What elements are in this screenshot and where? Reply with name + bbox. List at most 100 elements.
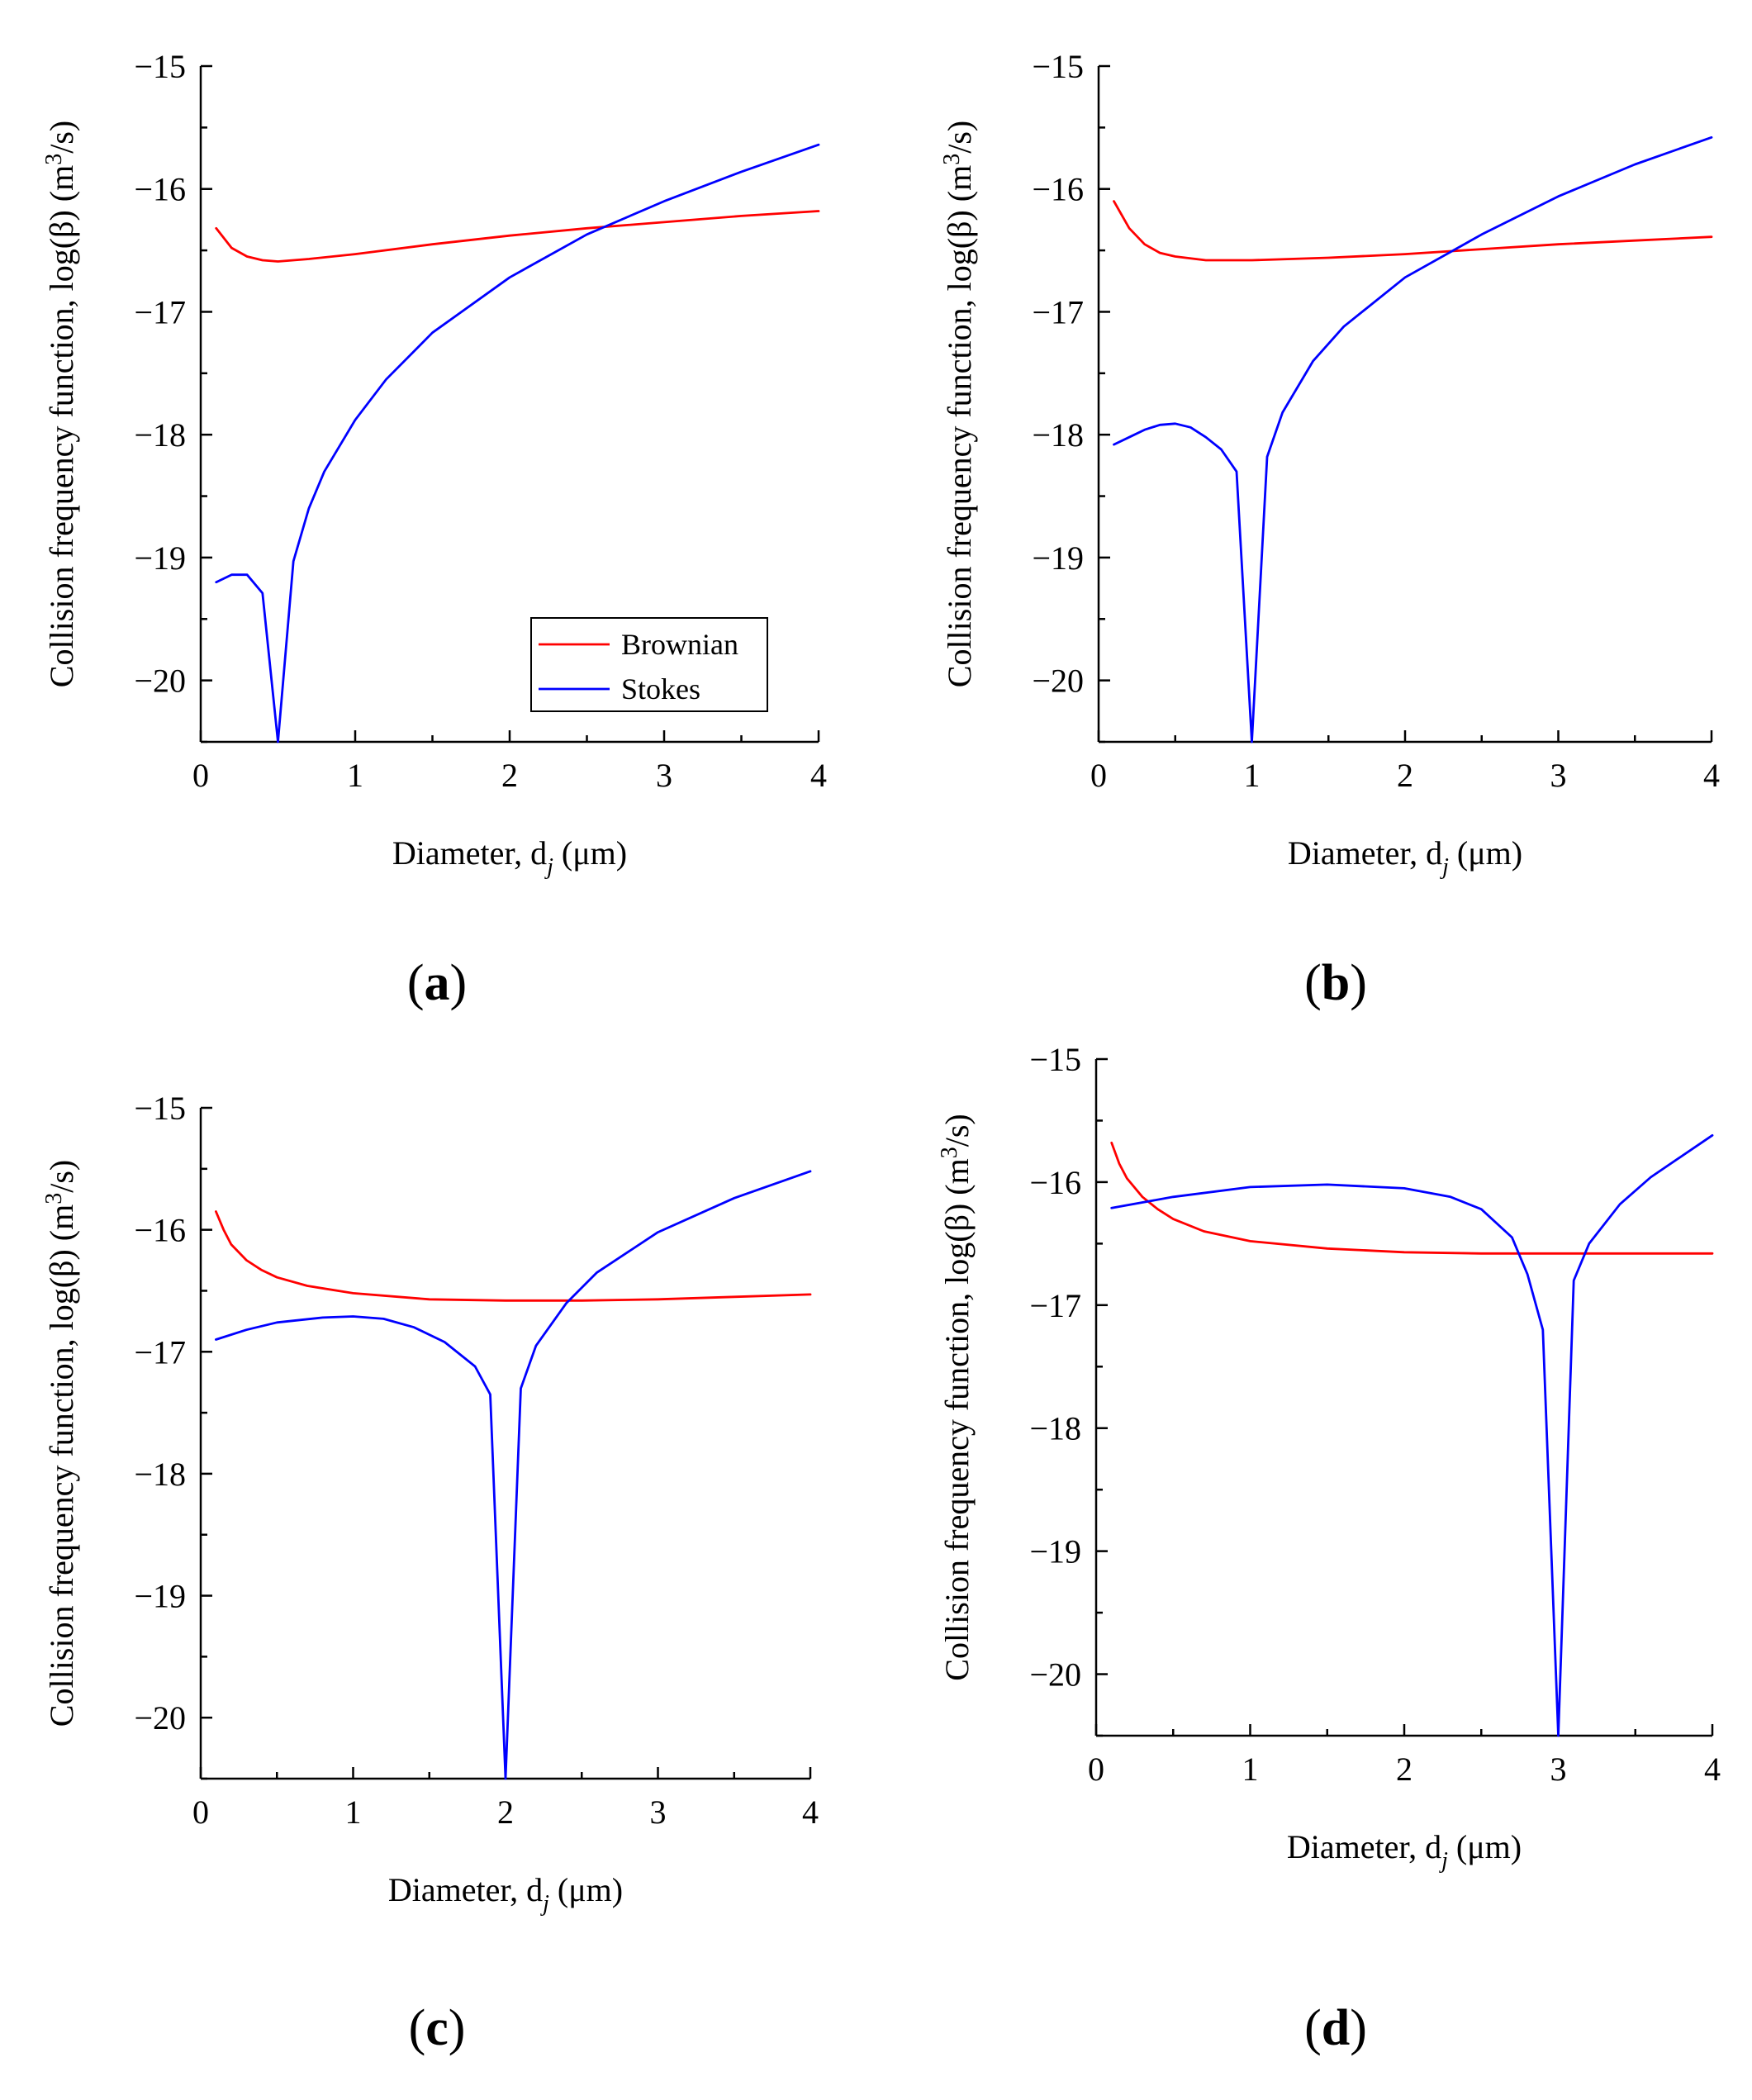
x-axis-title-sub: j: [540, 1891, 549, 1917]
y-tick-label: −15: [1032, 48, 1084, 85]
chart-panel-a: 0 1 2 3 4 −20 −19 −18 −17 −16 −15 Diameter, dj (μm)…: [41, 48, 827, 1011]
y-tick-label: −18: [134, 416, 186, 454]
panel-label-letter: d: [1322, 2000, 1350, 2056]
x-tick-label: 0: [192, 757, 209, 794]
y-axis-title: Collision frequency function, log(β) (m3…: [41, 121, 80, 687]
x-axis-title: Diameter, dj (μm): [1287, 1828, 1522, 1874]
chart-panel-c: 0 1 2 3 4 −20 −19 −18 −17 −16 −15 Diameter, dj (μm)…: [41, 1090, 819, 2056]
y-axis-title: Collision frequency function, log(β) (m3…: [939, 121, 978, 687]
y-axis-title-main: Collision frequency function, log(β) (m: [43, 1204, 80, 1727]
x-tick-label: 2: [497, 1794, 514, 1831]
x-axis-title-unit: (μm): [1449, 834, 1522, 872]
y-axis-title-main: Collision frequency function, log(β) (m: [43, 165, 80, 687]
x-tick-label: 4: [802, 1794, 819, 1831]
y-tick-label: −18: [134, 1456, 186, 1493]
x-axis-title-unit: (μm): [1448, 1828, 1522, 1865]
series-line-brownian: [215, 210, 820, 263]
legend-box: [530, 617, 768, 712]
y-tick-label: −20: [134, 663, 186, 700]
x-axis-title-sub: j: [544, 854, 553, 880]
series-line-stokes: [215, 143, 820, 744]
x-tick-label: 2: [1397, 757, 1413, 794]
y-axis-title-end: /s): [938, 1114, 976, 1147]
y-tick-label: −20: [1029, 1656, 1081, 1694]
x-tick-label: 2: [1396, 1751, 1413, 1788]
y-axis-title-sup: 3: [41, 1193, 67, 1204]
y-tick-label: −16: [134, 1212, 186, 1249]
x-tick-label: 4: [810, 757, 827, 794]
x-tick-label: 3: [656, 757, 672, 794]
x-tick-label: 3: [1550, 757, 1567, 794]
y-tick-label: −15: [134, 1090, 186, 1127]
series-line-stokes: [214, 1170, 812, 1780]
legend-label-stokes: Stokes: [621, 672, 700, 706]
x-axis-title-main: Diameter, d: [388, 1871, 543, 1908]
y-axis-title-sup: 3: [41, 154, 67, 165]
chart-panel-b: 0 1 2 3 4 −20 −19 −18 −17 −16 −15 Diameter, dj (μm)…: [939, 48, 1720, 1011]
series-line-brownian: [214, 1210, 812, 1302]
panel-label-letter: a: [425, 955, 450, 1011]
series-line-brownian: [1113, 200, 1713, 262]
y-tick-label: −17: [1032, 293, 1084, 330]
x-tick-label: 0: [192, 1794, 209, 1831]
y-tick-label: −16: [134, 171, 186, 208]
x-tick-label: 3: [1550, 1751, 1567, 1788]
y-tick-label: −15: [1029, 1041, 1081, 1078]
y-tick-label: −18: [1032, 416, 1084, 454]
x-axis-title-unit: (μm): [553, 834, 627, 872]
panel-label: (c): [409, 2000, 466, 2056]
y-axis-title-sup: 3: [937, 1147, 962, 1158]
y-axis-title-sup: 3: [939, 154, 965, 165]
y-tick-label: −17: [134, 293, 186, 330]
legend-label-brownian: Brownian: [621, 628, 738, 661]
y-tick-label: −18: [1029, 1410, 1081, 1447]
x-tick-label: 4: [1703, 757, 1720, 794]
y-axis-title-end: /s): [43, 1160, 80, 1193]
y-axis-title-main: Collision frequency function, log(β) (m: [938, 1158, 976, 1680]
y-axis-title-end: /s): [43, 121, 80, 154]
x-tick-label: 3: [650, 1794, 667, 1831]
x-axis-title-sub: j: [1439, 1848, 1448, 1874]
legend: Brownian Stokes: [530, 617, 768, 712]
panel-label-letter: c: [425, 2000, 449, 2056]
series-line-stokes: [1113, 135, 1713, 744]
y-tick-label: −20: [1032, 663, 1084, 700]
x-tick-label: 0: [1090, 757, 1107, 794]
y-axis-title: Collision frequency function, log(β) (m3…: [937, 1114, 976, 1680]
y-tick-label: −19: [1032, 539, 1084, 577]
panel-label: (b): [1304, 955, 1367, 1011]
x-axis-title: Diameter, dj (μm): [388, 1871, 623, 1917]
y-axis-title-main: Collision frequency function, log(β) (m: [941, 165, 978, 687]
y-tick-label: −19: [1029, 1533, 1081, 1570]
x-tick-label: 4: [1704, 1751, 1721, 1788]
x-tick-label: 2: [501, 757, 518, 794]
x-axis-title: Diameter, dj (μm): [392, 834, 627, 880]
x-tick-label: 1: [1244, 757, 1261, 794]
x-tick-label: 1: [347, 757, 363, 794]
x-tick-label: 1: [345, 1794, 362, 1831]
chart-panel-d: 0 1 2 3 4 −20 −19 −18 −17 −16 −15 Diameter, dj (μm)…: [937, 1041, 1721, 2056]
x-axis-title-main: Diameter, d: [1287, 1828, 1441, 1865]
y-tick-label: −16: [1032, 171, 1084, 208]
x-axis-title-unit: (μm): [549, 1871, 623, 1908]
x-tick-label: 1: [1242, 1751, 1259, 1788]
series-line-brownian: [1110, 1141, 1714, 1255]
panel-label: (d): [1304, 2000, 1367, 2056]
x-axis-title: Diameter, dj (μm): [1288, 834, 1522, 880]
y-tick-label: −19: [134, 1578, 186, 1615]
panel-label: (a): [407, 955, 467, 1011]
series-line-stokes: [1110, 1133, 1714, 1737]
y-tick-label: −16: [1029, 1164, 1081, 1201]
x-axis-title-sub: j: [1440, 854, 1449, 880]
x-axis-title-main: Diameter, d: [392, 834, 547, 872]
x-axis-title-main: Diameter, d: [1288, 834, 1442, 872]
y-tick-label: −20: [134, 1699, 186, 1737]
y-axis-title: Collision frequency function, log(β) (m3…: [41, 1160, 80, 1727]
y-tick-label: −17: [1029, 1287, 1081, 1324]
y-tick-label: −17: [134, 1333, 186, 1371]
x-tick-label: 0: [1088, 1751, 1104, 1788]
panel-label-letter: b: [1322, 955, 1350, 1011]
y-tick-label: −19: [134, 539, 186, 577]
y-axis-title-end: /s): [941, 121, 978, 154]
